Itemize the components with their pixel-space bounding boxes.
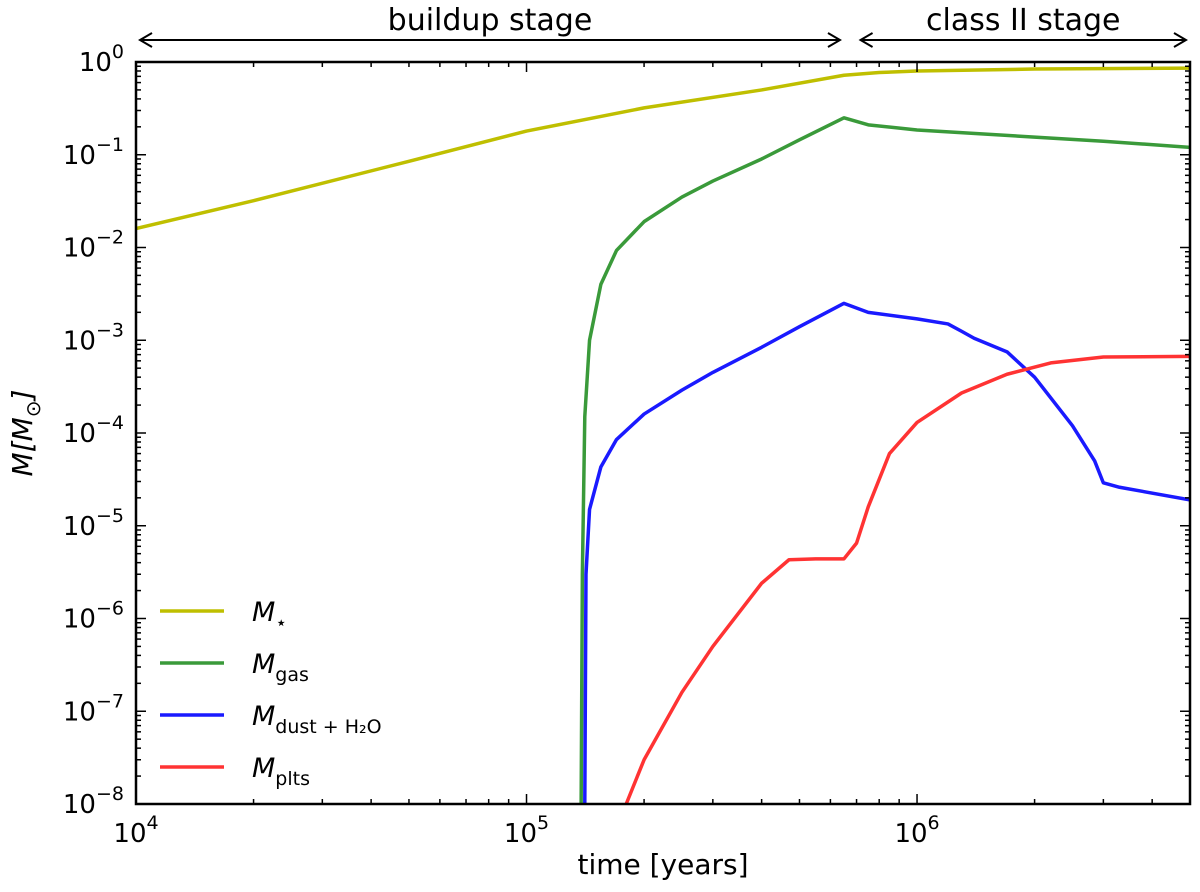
y-tick-label: 10−3 <box>63 319 124 356</box>
series-line-0 <box>136 66 1190 231</box>
stage-arrowhead-right <box>1173 32 1188 48</box>
x-tick-label: 104 <box>113 812 158 849</box>
y-axis-title-main: M[M <box>6 417 39 476</box>
legend: M⋆ Mgas Mdust + H₂O Mplts <box>160 597 382 790</box>
y-tick-label: 10−7 <box>63 690 124 727</box>
stage-arrowhead-right <box>827 32 842 48</box>
svg-text:M[M⊙]: M[M⊙] <box>6 390 45 477</box>
y-tick-label: 10−6 <box>63 598 124 635</box>
stage-label-0: buildup stage <box>388 3 593 38</box>
y-axis-title-close: ] <box>6 390 39 403</box>
y-tick-label: 10−2 <box>63 227 124 264</box>
legend-label-0: M⋆ <box>252 597 287 634</box>
y-tick-label: 10−1 <box>63 134 124 171</box>
stage-label-1: class II stage <box>926 3 1121 38</box>
stage-arrowhead-left <box>858 32 874 48</box>
y-axis-title-sun-symbol: ⊙ <box>21 400 45 417</box>
y-tick-label: 10−4 <box>63 412 124 449</box>
legend-label-3: Mplts <box>252 753 310 790</box>
axis-ticks: 104 105 106 100 10−1 10−2 10−3 10−4 10−5 10−6 10−7… <box>63 41 1191 849</box>
stage-arrowhead-left <box>138 32 153 48</box>
y-tick-label: 10−5 <box>63 505 124 542</box>
y-axis-title: M[M⊙] <box>6 390 45 477</box>
x-tick-label: 105 <box>504 812 549 849</box>
x-tick-label: 106 <box>894 812 939 849</box>
series-line-2 <box>583 301 1190 804</box>
series-line-3 <box>624 354 1190 804</box>
x-axis-title: time [years] <box>577 848 748 881</box>
series-line-1 <box>579 116 1190 804</box>
y-tick-label: 100 <box>79 41 124 78</box>
y-tick-label: 10−8 <box>63 783 124 820</box>
stage-annotations: buildup stage class II stage <box>138 3 1188 48</box>
series-lines <box>136 66 1190 804</box>
legend-label-1: Mgas <box>252 649 309 686</box>
legend-label-2: Mdust + H₂O <box>252 701 382 738</box>
